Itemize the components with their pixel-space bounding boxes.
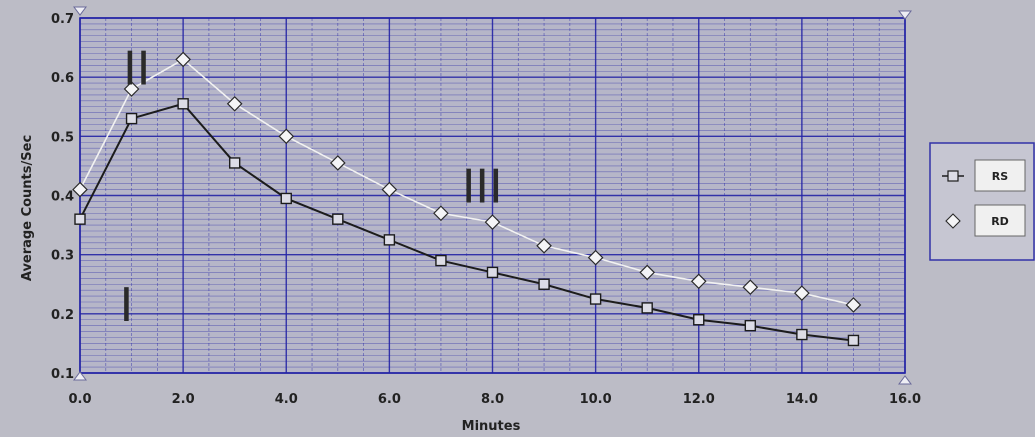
legend-label-rd: RD	[991, 215, 1009, 228]
data-point-rd	[381, 181, 398, 198]
series-line-rs	[79, 102, 854, 342]
y-axis-ticks: 0.1 0.2 0.3 0.4 0.5 0.6 0.7	[51, 12, 74, 382]
data-point-rs	[228, 157, 241, 169]
x-tick-label: 0.0	[68, 392, 91, 407]
legend-label-rs: RS	[992, 170, 1008, 183]
legend-marker-rs	[947, 170, 959, 182]
y-tick-label: 0.6	[51, 71, 74, 86]
data-point-rd	[433, 205, 449, 222]
y-tick-label: 0.4	[51, 190, 74, 205]
x-tick-label: 10.0	[580, 392, 612, 407]
data-point-rs	[383, 234, 396, 246]
data-point-rd	[639, 264, 656, 281]
legend-marker-rd	[945, 213, 961, 229]
x-tick-label: 6.0	[378, 392, 401, 407]
x-tick-label: 4.0	[275, 392, 298, 407]
legend-label-box-rs	[974, 159, 1026, 192]
data-point-rd	[329, 155, 346, 171]
x-axis-title: Minutes	[462, 419, 521, 434]
data-point-rd	[845, 297, 862, 313]
legend-label-box-rd	[974, 204, 1026, 237]
data-point-rd	[536, 237, 552, 254]
data-point-rs	[847, 334, 860, 347]
legend: RS RD	[929, 142, 1035, 261]
axis-marker	[898, 10, 912, 20]
x-tick-label: 16.0	[889, 392, 921, 407]
data-point-rd	[587, 249, 604, 266]
data-point-rs	[125, 112, 138, 125]
axis-marker	[898, 375, 912, 385]
y-axis-title: Average Counts/Sec	[20, 135, 35, 281]
x-axis-ticks: 0.0 2.0 4.0 6.0 8.0 10.0 12.0 14.0 16.0	[68, 392, 921, 407]
data-point-rs	[74, 213, 86, 225]
y-tick-label: 0.5	[51, 130, 74, 145]
data-point-rs	[693, 314, 705, 326]
data-point-rs	[538, 278, 550, 290]
x-tick-label: 8.0	[481, 392, 504, 407]
data-point-rs	[332, 213, 344, 225]
plot-grid	[79, 17, 906, 374]
data-point-rd	[72, 181, 88, 198]
axis-marker	[73, 371, 87, 381]
axis-corner-markers	[73, 6, 912, 385]
x-tick-label: 2.0	[172, 392, 195, 407]
data-point-rs	[589, 293, 602, 305]
data-point-rd	[690, 273, 707, 290]
data-point-rd	[742, 279, 759, 296]
data-point-rs	[796, 328, 808, 341]
series-line-rd	[79, 58, 854, 306]
y-tick-label: 0.7	[51, 12, 74, 27]
data-point-rd	[175, 51, 191, 68]
data-point-rs	[486, 266, 499, 279]
x-tick-label: 14.0	[786, 392, 818, 407]
data-point-rs	[177, 98, 189, 110]
x-tick-label: 12.0	[683, 392, 715, 407]
data-point-rd	[123, 81, 140, 97]
data-point-rs	[641, 302, 653, 314]
region-label: III	[462, 160, 503, 214]
data-point-rd	[278, 128, 295, 145]
data-point-rs	[435, 254, 447, 267]
region-label: I	[120, 278, 134, 332]
y-tick-label: 0.2	[51, 308, 74, 323]
series-points	[72, 51, 862, 347]
series-lines	[79, 58, 854, 342]
data-point-rd	[794, 285, 810, 301]
y-tick-label: 0.1	[51, 367, 74, 382]
data-point-rd	[226, 95, 243, 112]
data-point-rs	[744, 319, 757, 332]
y-tick-label: 0.3	[51, 249, 74, 264]
axis-marker	[73, 6, 87, 16]
data-point-rs	[280, 192, 292, 205]
data-point-rd	[484, 214, 501, 230]
region-label: II	[123, 41, 150, 95]
